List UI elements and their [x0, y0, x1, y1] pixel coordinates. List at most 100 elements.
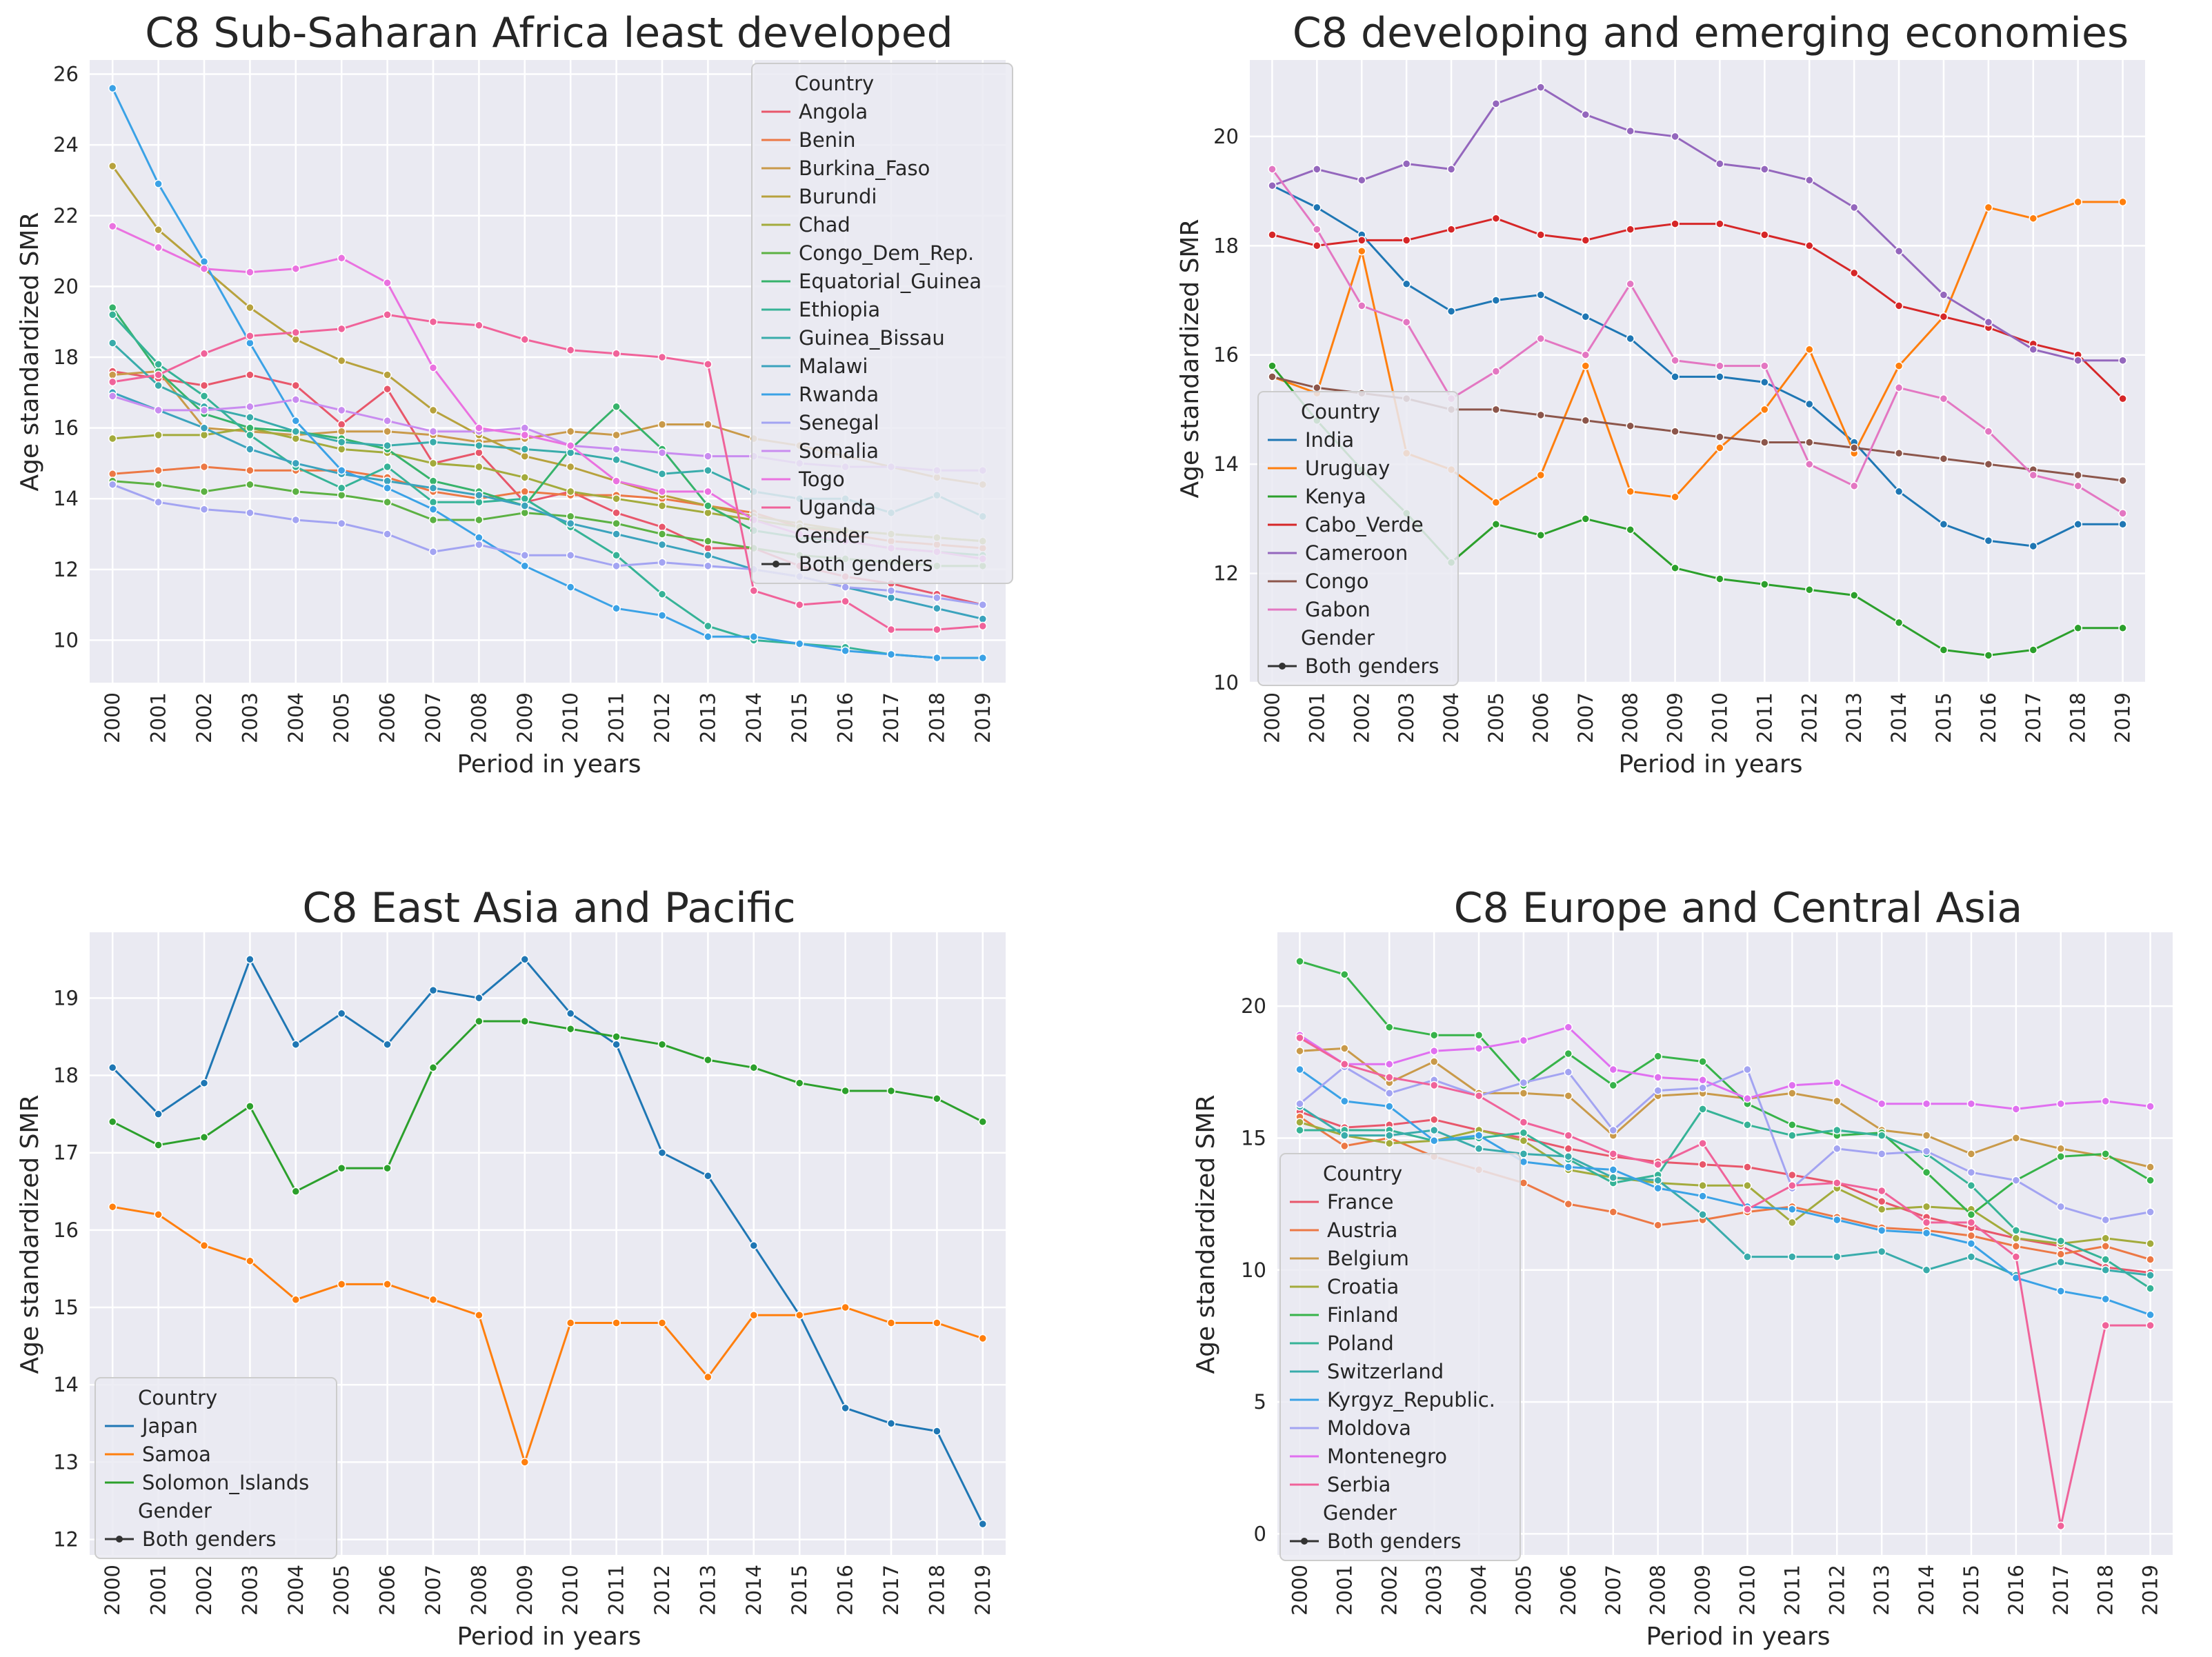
data-point — [1743, 1094, 1752, 1103]
legend-entry: Samoa — [142, 1443, 211, 1466]
data-point — [1743, 1181, 1752, 1190]
data-point — [566, 519, 575, 528]
data-point — [199, 264, 209, 273]
data-point — [291, 1295, 301, 1305]
data-point — [657, 420, 667, 429]
legend-marker — [1301, 1538, 1308, 1545]
x-tick-label: 2000 — [1260, 692, 1284, 743]
data-point — [337, 1009, 346, 1018]
data-point — [1519, 1118, 1528, 1127]
data-point — [1295, 1099, 1304, 1108]
data-point — [1653, 1183, 1662, 1193]
data-point — [1805, 176, 1814, 185]
data-point — [1385, 1089, 1394, 1098]
data-point — [1626, 225, 1635, 234]
series-line — [1271, 168, 2124, 514]
data-point — [1608, 1149, 1618, 1158]
x-tick-label: 2013 — [1870, 1565, 1893, 1616]
data-point — [1564, 1163, 1573, 1172]
data-point — [337, 324, 346, 334]
data-point — [1715, 372, 1724, 381]
data-point — [657, 590, 667, 599]
data-point — [886, 1419, 896, 1428]
data-point — [1715, 443, 1724, 452]
data-point — [612, 519, 621, 528]
data-point — [657, 1148, 667, 1157]
data-point — [933, 604, 941, 613]
legend-entry: Cameroon — [1305, 541, 1408, 565]
legend-entry: Somalia — [799, 439, 879, 463]
data-point — [1429, 1125, 1439, 1135]
data-point — [1984, 651, 1993, 660]
data-point — [1805, 585, 1814, 594]
data-point — [337, 483, 346, 493]
data-point — [841, 1403, 850, 1413]
data-point — [1491, 367, 1501, 376]
data-point — [520, 561, 530, 570]
data-point — [612, 561, 621, 570]
data-point — [337, 445, 346, 454]
x-tick-label: 2000 — [101, 1565, 124, 1616]
series-line — [112, 313, 983, 631]
x-tick-label: 2018 — [2094, 1565, 2118, 1616]
series-line — [111, 88, 983, 659]
data-point — [2118, 476, 2127, 485]
x-tick-label: 2002 — [1377, 1565, 1401, 1616]
data-point — [2056, 1202, 2066, 1212]
data-point — [1760, 580, 1769, 589]
data-point — [1581, 110, 1591, 119]
data-point — [520, 501, 530, 510]
data-point — [841, 583, 850, 592]
data-point — [108, 470, 117, 479]
chart-panel-3: C8 Europe and Central Asia Period in yea… — [1192, 884, 2173, 1651]
x-tick-label: 2001 — [1305, 692, 1328, 743]
y-tick-label: 12 — [53, 558, 79, 581]
data-point — [475, 515, 484, 525]
data-point — [612, 508, 621, 517]
series-line — [1272, 217, 2124, 400]
x-tick-label: 2004 — [1439, 692, 1463, 743]
data-point — [383, 384, 392, 394]
data-point — [1698, 1083, 1707, 1093]
y-tick-label: 16 — [53, 416, 79, 440]
data-point — [428, 1063, 438, 1072]
series-Cameroon — [1268, 83, 2127, 365]
data-point — [1564, 1144, 1573, 1154]
data-point — [520, 335, 530, 344]
data-point — [520, 955, 530, 964]
data-point — [246, 465, 255, 475]
series-Solomon_Islands — [108, 1016, 988, 1196]
x-tick-label: 2010 — [1735, 1565, 1759, 1616]
x-tick-label: 2018 — [2066, 692, 2090, 743]
data-point — [657, 470, 667, 479]
data-point — [1626, 487, 1635, 496]
data-point — [520, 494, 530, 503]
data-point — [475, 1311, 484, 1320]
data-point — [475, 540, 484, 550]
data-point — [2056, 1521, 2066, 1531]
x-tick-label: 2001 — [147, 1565, 170, 1616]
data-point — [1519, 1078, 1528, 1087]
data-point — [246, 955, 255, 964]
x-tick-label: 2006 — [376, 692, 399, 743]
data-point — [1653, 1160, 1662, 1169]
data-point — [1564, 1091, 1573, 1101]
x-tick-label: 2005 — [1512, 1565, 1535, 1616]
legend-gender-title: Gender — [138, 1499, 212, 1523]
x-tick-label: 2014 — [742, 692, 766, 743]
x-tick-label: 2013 — [696, 692, 719, 743]
data-point — [657, 487, 667, 496]
data-point — [154, 430, 163, 440]
data-point — [383, 441, 392, 450]
data-point — [428, 317, 438, 326]
data-point — [383, 498, 392, 507]
data-point — [199, 405, 209, 415]
data-point — [2011, 1234, 2021, 1243]
data-point — [2118, 394, 2127, 403]
data-point — [154, 381, 163, 390]
data-point — [1894, 383, 1904, 392]
legend-box — [1279, 1153, 1521, 1561]
y-axis-label: Age standardized SMR — [16, 1094, 44, 1374]
x-axis-label: Period in years — [457, 750, 641, 779]
y-tick-label: 14 — [53, 487, 79, 510]
